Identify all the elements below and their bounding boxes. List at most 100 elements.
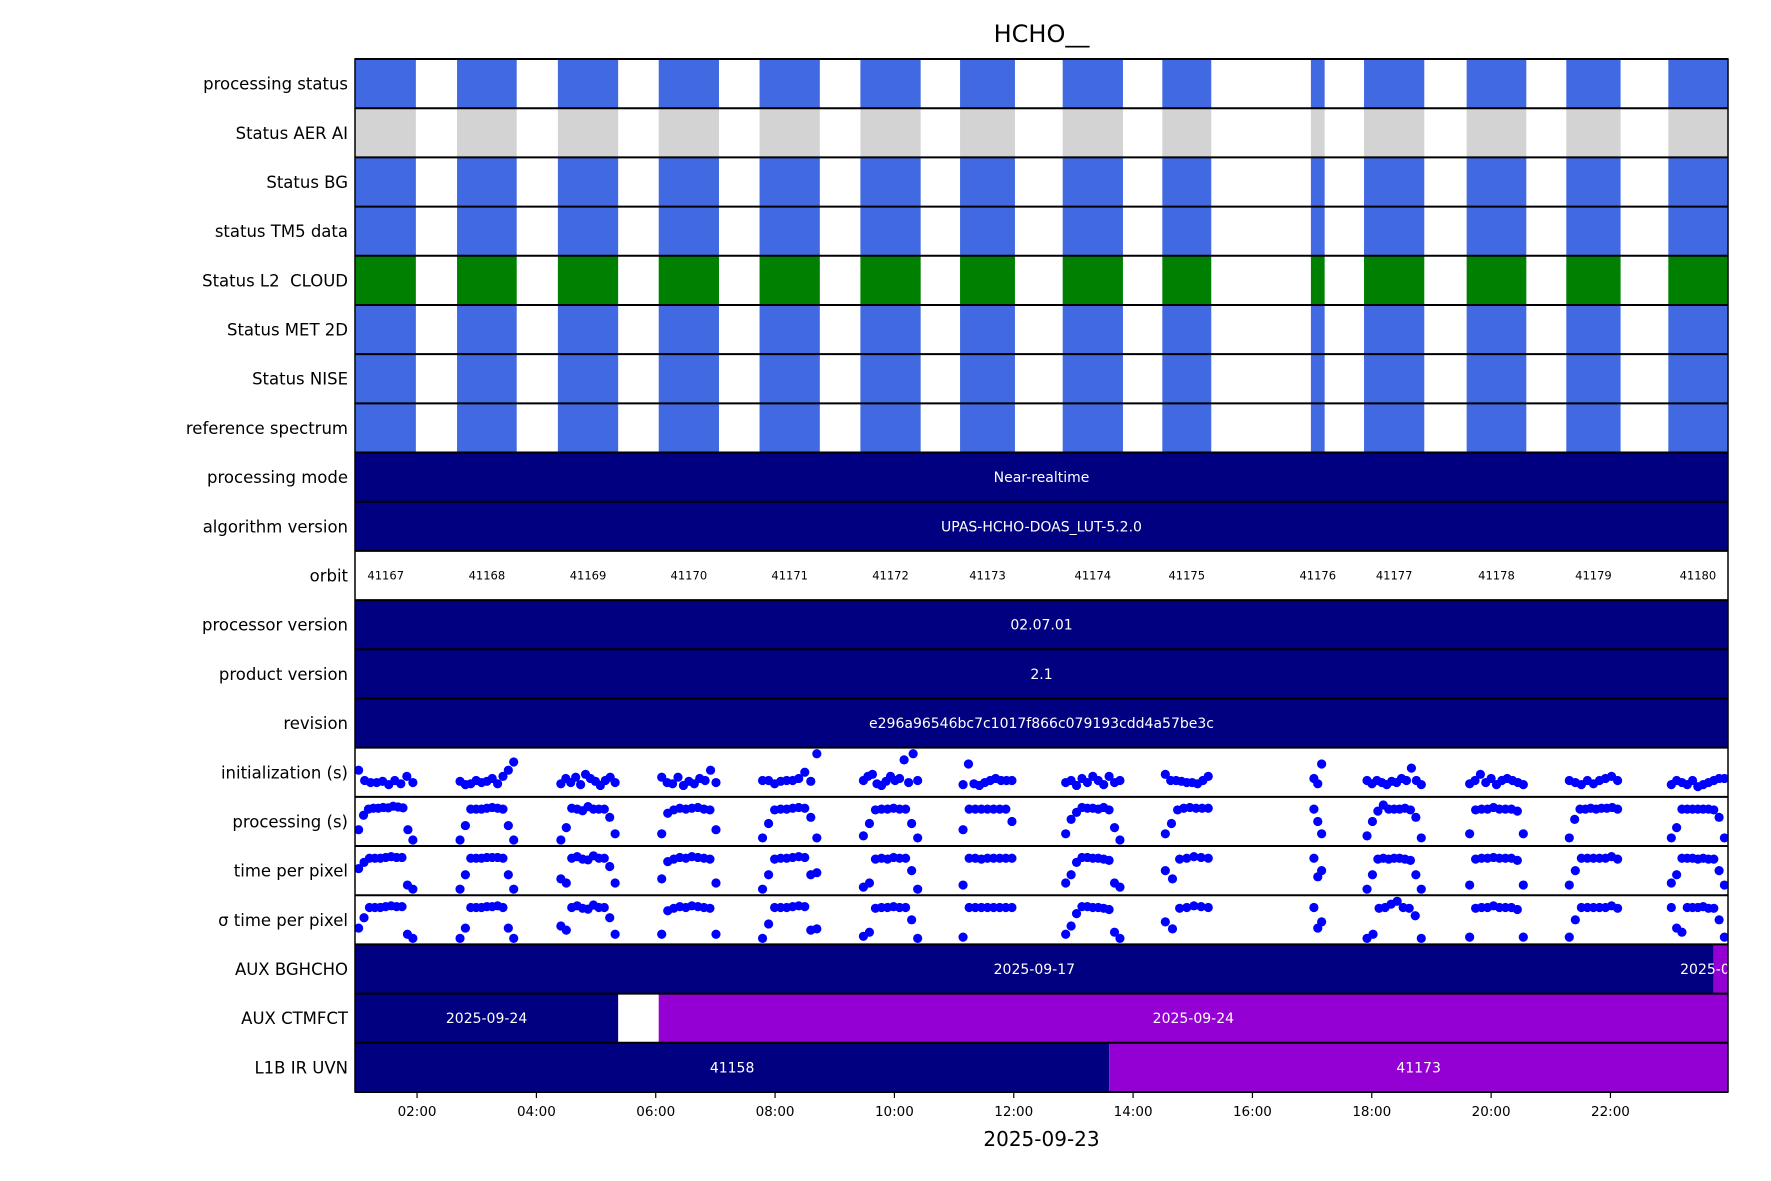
status-bar — [1466, 304, 1527, 355]
scatter-point — [460, 870, 471, 880]
scatter-point — [509, 884, 519, 894]
status-bar — [1310, 255, 1325, 305]
row-label: processing status — [203, 75, 348, 94]
scatter-point — [1714, 812, 1724, 822]
status-bar — [355, 206, 416, 256]
scatter-point — [397, 902, 407, 912]
block-bar — [658, 993, 1728, 1043]
scatter-point — [355, 765, 364, 775]
row-label: Status NISE — [252, 370, 348, 389]
scatter-point — [1317, 829, 1327, 839]
scatter-point — [1007, 775, 1017, 786]
scatter-point — [355, 825, 364, 835]
scatter-point — [812, 749, 822, 759]
status-bar — [1364, 304, 1425, 355]
scatter-point — [1007, 816, 1017, 827]
scatter-point — [1411, 870, 1421, 880]
block-bar — [355, 501, 1728, 551]
status-bar — [1162, 59, 1212, 109]
scatter-point — [901, 804, 911, 814]
status-bar — [759, 59, 820, 109]
status-bar — [1062, 403, 1123, 453]
scatter-point — [1719, 833, 1728, 843]
status-bar — [457, 108, 517, 158]
x-tick-label: 04:00 — [517, 1104, 556, 1120]
scatter-point — [1115, 775, 1125, 786]
scatter-point — [806, 812, 816, 822]
scatter-point — [657, 929, 667, 939]
scatter-point — [1465, 829, 1475, 839]
scatter-point — [359, 913, 369, 923]
x-tick-label: 16:00 — [1233, 1104, 1272, 1120]
scatter-point — [806, 776, 816, 786]
scatter-point — [398, 803, 408, 813]
scatter-point — [705, 854, 715, 864]
status-bar — [1310, 157, 1325, 207]
scatter-point — [705, 765, 716, 775]
status-bar — [1364, 255, 1425, 305]
scatter-point — [1612, 804, 1623, 814]
orbit-label: 41177 — [1376, 569, 1413, 583]
block-label: 2025-09-24 — [1153, 1011, 1234, 1027]
scatter-point — [1203, 771, 1213, 781]
status-bar — [1162, 403, 1212, 453]
scatter-point — [1612, 775, 1623, 786]
status-bar — [557, 354, 619, 404]
scatter-point — [1416, 884, 1426, 894]
scatter-point — [1392, 896, 1402, 906]
scatter-point — [800, 852, 810, 863]
row-label: processor version — [202, 616, 348, 635]
scatter-point — [355, 923, 364, 933]
scatter-point — [1465, 880, 1475, 890]
status-bar — [759, 206, 820, 256]
status-bar — [1310, 403, 1325, 453]
scatter-point — [1410, 911, 1420, 921]
scatter-point — [503, 820, 513, 831]
scatter-point — [711, 777, 721, 788]
scatter-point — [1570, 915, 1580, 925]
scatter-point — [899, 755, 909, 765]
status-bar — [457, 304, 517, 355]
scatter-point — [711, 929, 721, 939]
status-bar — [1162, 108, 1212, 158]
scatter-point — [901, 853, 911, 863]
status-bar — [1364, 108, 1425, 158]
status-bar — [1162, 157, 1212, 207]
scatter-point — [509, 933, 519, 943]
scatter-point — [1714, 866, 1724, 876]
status-bar — [1310, 354, 1325, 404]
status-bar — [355, 403, 416, 453]
scatter-point — [460, 820, 471, 831]
row-label: σ time per pixel — [218, 911, 348, 930]
scatter-point — [1071, 780, 1082, 791]
scatter-point — [1367, 816, 1378, 827]
scatter-point — [1367, 870, 1378, 880]
scatter-point — [1709, 903, 1719, 913]
scatter-point — [958, 825, 968, 835]
scatter-point — [1203, 853, 1213, 863]
orbit-label: 41170 — [671, 569, 708, 583]
scatter-point — [657, 874, 667, 884]
plot-area: 41167 41168 41169 41170 41171 41172 41173 41174… — [355, 59, 1728, 1092]
scatter-point — [700, 775, 710, 786]
overflow-labels: Near-realtime UPAS-HCHO-DOAS_LUT-5.2.0 02.… — [446, 470, 1762, 1076]
scatter-point — [1719, 773, 1728, 784]
status-bar — [1162, 255, 1212, 305]
chart-title: HCHO__ — [994, 20, 1091, 48]
status-bar — [1466, 255, 1527, 305]
status-bar — [759, 157, 820, 207]
x-tick-label: 22:00 — [1591, 1104, 1630, 1120]
scatter-point — [913, 884, 923, 894]
row-label: algorithm version — [203, 517, 348, 536]
scatter-point — [864, 878, 875, 888]
scatter-point — [963, 759, 974, 769]
block-bar — [355, 993, 619, 1043]
scatter-point — [1518, 780, 1528, 790]
scatter-point — [408, 933, 418, 943]
scatter-point — [610, 878, 620, 888]
status-bar — [1668, 59, 1728, 109]
scatter-point — [705, 903, 715, 913]
orbit-label: 41167 — [367, 569, 404, 583]
scatter-point — [561, 878, 571, 888]
